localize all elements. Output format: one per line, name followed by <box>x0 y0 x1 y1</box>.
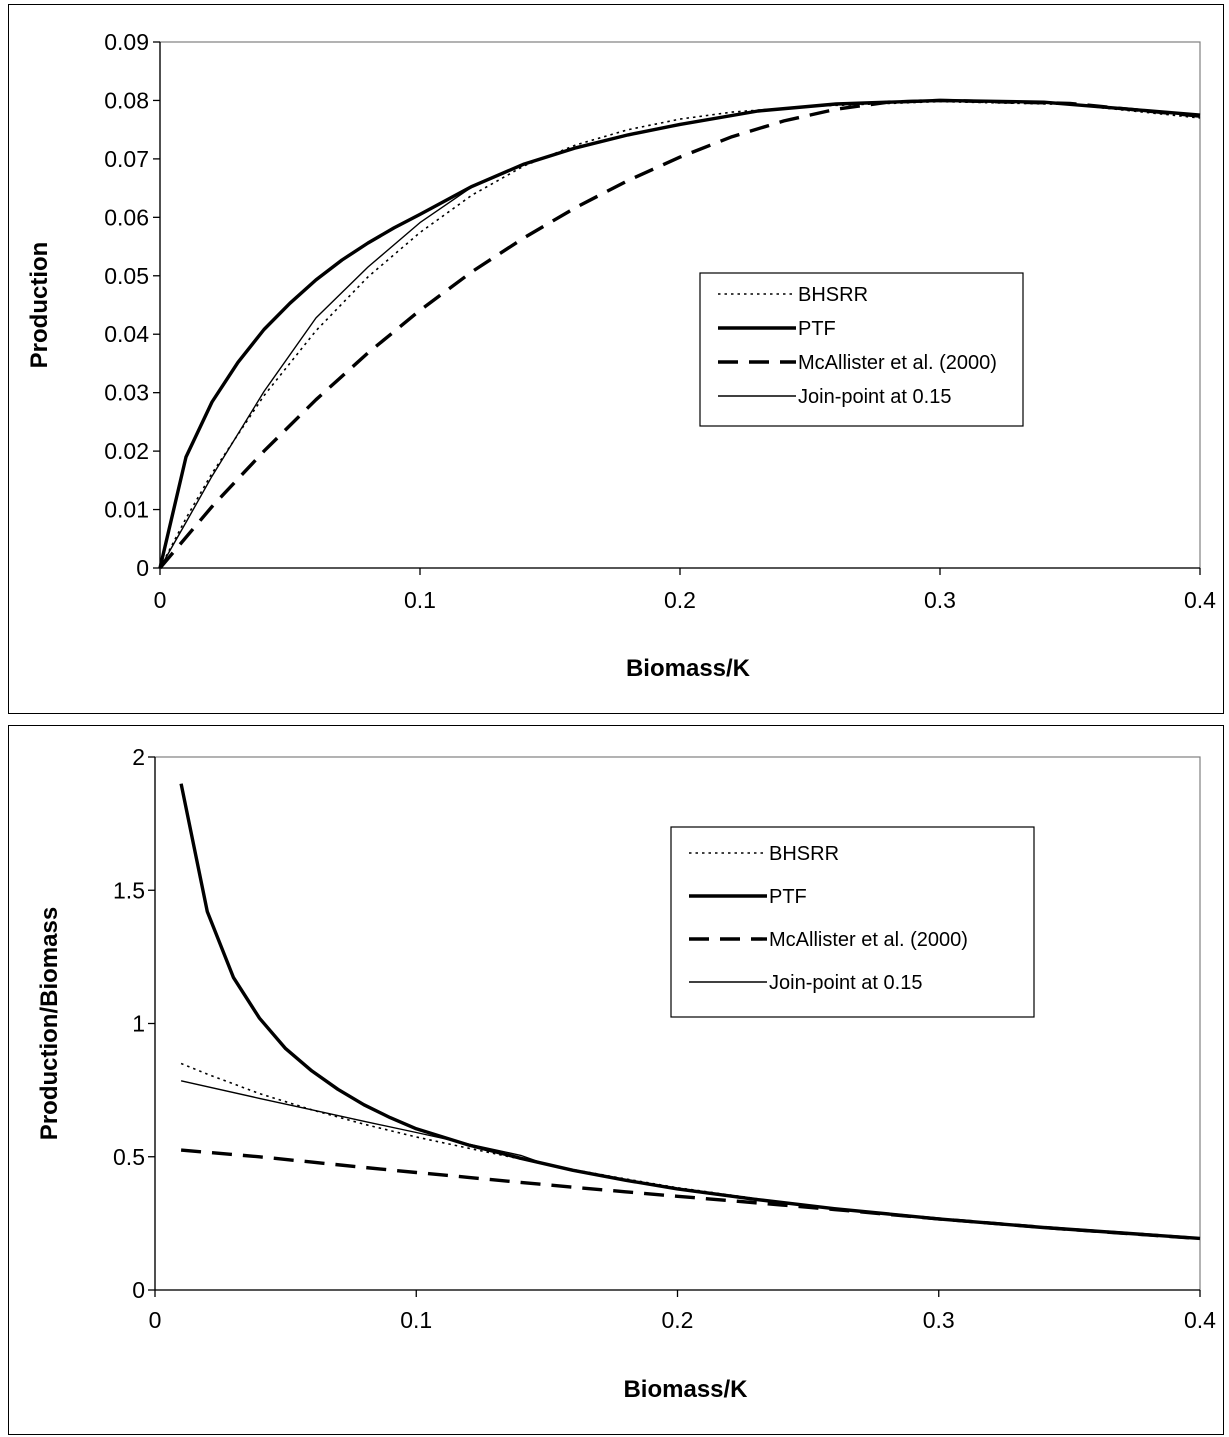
legend-label: Join-point at 0.15 <box>769 972 922 994</box>
series-line-join-point-at-0-15 <box>159 99 1201 569</box>
x-tick-label: 0.2 <box>662 1307 694 1333</box>
y-tick-label: 0.04 <box>104 321 149 347</box>
y-tick-label: 0.01 <box>104 497 149 523</box>
legend-label: PTF <box>769 886 807 908</box>
y-axis-title: Production <box>26 242 53 369</box>
y-axis-title: Production/Biomass <box>36 907 63 1140</box>
y-tick-label: 0 <box>136 555 149 581</box>
legend-label: BHSRR <box>798 284 868 306</box>
x-tick-label: 0.3 <box>924 587 956 613</box>
y-tick-label: 0.09 <box>104 29 149 55</box>
series-line-ptf <box>158 98 1201 569</box>
production-per-biomass-chart-panel: 0 0.5 1 1.5 2 0 0.1 0.2 0.3 0.4 Biomass/K Productio… <box>8 725 1224 1435</box>
legend-label: McAllister et al. (2000) <box>769 929 968 951</box>
x-tick-label: 0 <box>154 587 167 613</box>
legend-label: PTF <box>798 318 836 340</box>
y-tick-label: 0.06 <box>104 204 149 230</box>
series-line-bhsrr <box>180 1062 1201 1240</box>
y-tick-label: 0.07 <box>104 146 149 172</box>
series-line-bhsrr <box>159 100 1201 569</box>
y-tick-label: 0.05 <box>104 263 149 289</box>
series-line-mcallister-et-al-2000 <box>180 1148 1201 1241</box>
legend-label: McAllister et al. (2000) <box>798 352 997 374</box>
y-tick-label: 2 <box>132 744 145 770</box>
y-tick-label: 0.02 <box>104 438 149 464</box>
x-tick-label: 0.4 <box>1184 1307 1216 1333</box>
x-tick-label: 0.1 <box>404 587 436 613</box>
y-tick-label: 0.5 <box>113 1144 145 1170</box>
production-chart: 0 0.01 0.02 0.03 0.04 0.05 0.06 0.07 0.08 0.09 0 0.… <box>26 29 1216 682</box>
x-tick-label: 0.1 <box>400 1307 432 1333</box>
x-tick-label: 0.4 <box>1184 587 1216 613</box>
y-tick-label: 1 <box>132 1011 145 1037</box>
x-tick-label: 0.3 <box>923 1307 955 1333</box>
y-tick-label: 0 <box>132 1277 145 1303</box>
x-axis-title: Biomass/K <box>623 1376 748 1403</box>
x-tick-label: 0.2 <box>664 587 696 613</box>
x-tick-label: 0 <box>149 1307 162 1333</box>
legend-box <box>670 826 1035 1018</box>
series-line-mcallister-et-al-2000 <box>158 98 1201 570</box>
plot-area-frame <box>159 41 1201 569</box>
series-line-join-point-at-0-15 <box>180 1080 1201 1240</box>
x-axis-title: Biomass/K <box>626 655 751 682</box>
production-per-biomass-chart: 0 0.5 1 1.5 2 0 0.1 0.2 0.3 0.4 Biomass/K Productio… <box>36 744 1216 1403</box>
y-tick-label: 1.5 <box>113 877 145 903</box>
legend-label: BHSRR <box>769 843 839 865</box>
legend-box <box>699 272 1024 427</box>
y-tick-label: 0.08 <box>104 87 149 113</box>
y-tick-label: 0.03 <box>104 380 149 406</box>
legend-label: Join-point at 0.15 <box>798 386 951 408</box>
production-chart-panel: 0 0.01 0.02 0.03 0.04 0.05 0.06 0.07 0.08 0.09 0 0.… <box>8 4 1224 714</box>
